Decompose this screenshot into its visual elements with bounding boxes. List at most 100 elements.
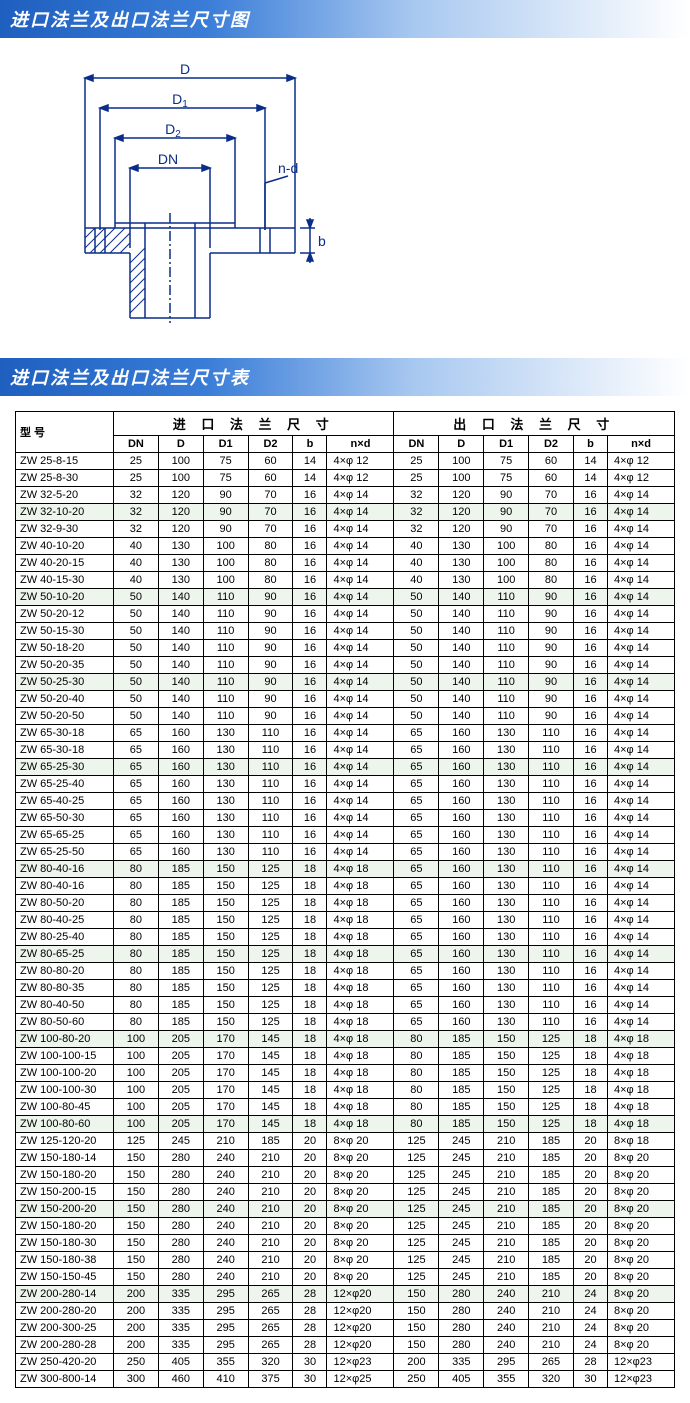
cell: 4×φ 14 (327, 725, 394, 742)
cell: 185 (439, 1048, 484, 1065)
cell: 65 (114, 725, 159, 742)
cell: 130 (484, 844, 529, 861)
cell: 18 (293, 963, 327, 980)
cell: 80 (114, 878, 159, 895)
cell: 18 (293, 1099, 327, 1116)
cell: 16 (573, 844, 607, 861)
cell: 16 (573, 793, 607, 810)
table-row: ZW 150-180-20150280240210208×φ 201252452… (16, 1218, 675, 1235)
cell: 160 (439, 776, 484, 793)
cell: 20 (293, 1201, 327, 1218)
cell: 150 (114, 1167, 159, 1184)
th-col: D (158, 436, 203, 453)
cell: 4×φ 14 (608, 606, 675, 623)
cell: 130 (439, 538, 484, 555)
cell: 185 (158, 980, 203, 997)
cell: 90 (203, 487, 248, 504)
cell: 160 (439, 912, 484, 929)
cell: 200 (114, 1337, 159, 1354)
table-row: ZW 80-50-6080185150125184×φ 186516013011… (16, 1014, 675, 1031)
cell: 60 (529, 470, 574, 487)
cell: 245 (439, 1218, 484, 1235)
cell: 20 (293, 1269, 327, 1286)
cell: 20 (293, 1167, 327, 1184)
cell: 210 (484, 1235, 529, 1252)
cell: 4×φ 14 (327, 504, 394, 521)
cell: 145 (248, 1048, 293, 1065)
cell: 130 (158, 555, 203, 572)
table-row: ZW 200-280-282003352952652812×φ201502802… (16, 1337, 675, 1354)
cell: 205 (158, 1048, 203, 1065)
cell: 16 (293, 487, 327, 504)
cell: 265 (529, 1354, 574, 1371)
cell: 18 (573, 1099, 607, 1116)
cell: 80 (248, 572, 293, 589)
cell: 185 (158, 912, 203, 929)
cell-model: ZW 100-80-45 (16, 1099, 114, 1116)
cell: 65 (114, 844, 159, 861)
cell: 8×φ 20 (327, 1218, 394, 1235)
cell: 4×φ 18 (327, 963, 394, 980)
cell-model: ZW 150-180-20 (16, 1218, 114, 1235)
cell: 4×φ 14 (327, 589, 394, 606)
cell: 16 (293, 657, 327, 674)
cell: 16 (293, 640, 327, 657)
svg-text:D1: D1 (172, 91, 188, 110)
cell: 16 (293, 572, 327, 589)
cell: 125 (248, 929, 293, 946)
cell-model: ZW 65-25-50 (16, 844, 114, 861)
cell: 110 (203, 657, 248, 674)
cell: 28 (293, 1320, 327, 1337)
cell: 18 (293, 1082, 327, 1099)
cell: 4×φ 14 (327, 844, 394, 861)
cell-model: ZW 150-200-20 (16, 1201, 114, 1218)
cell-model: ZW 80-25-40 (16, 929, 114, 946)
cell: 130 (203, 844, 248, 861)
cell: 125 (394, 1218, 439, 1235)
cell-model: ZW 32-9-30 (16, 521, 114, 538)
cell: 25 (394, 470, 439, 487)
cell: 160 (158, 776, 203, 793)
cell: 24 (573, 1303, 607, 1320)
cell: 280 (158, 1201, 203, 1218)
cell: 50 (394, 606, 439, 623)
cell: 205 (158, 1082, 203, 1099)
cell: 110 (484, 674, 529, 691)
cell: 4×φ 14 (327, 759, 394, 776)
cell-model: ZW 150-180-38 (16, 1252, 114, 1269)
cell: 4×φ 14 (608, 912, 675, 929)
cell: 8×φ 20 (608, 1218, 675, 1235)
cell-model: ZW 80-65-25 (16, 946, 114, 963)
cell: 8×φ 20 (327, 1252, 394, 1269)
cell: 295 (484, 1354, 529, 1371)
table-row: ZW 125-120-20125245210185208×φ 201252452… (16, 1133, 675, 1150)
cell: 16 (293, 844, 327, 861)
th-col: D (439, 436, 484, 453)
table-row: ZW 200-280-142003352952652812×φ201502802… (16, 1286, 675, 1303)
cell: 4×φ 14 (608, 623, 675, 640)
cell: 65 (114, 759, 159, 776)
cell: 100 (439, 470, 484, 487)
cell: 125 (114, 1133, 159, 1150)
cell: 32 (394, 487, 439, 504)
cell: 110 (203, 708, 248, 725)
table-row: ZW 80-50-2080185150125184×φ 186516013011… (16, 895, 675, 912)
cell: 8×φ 20 (327, 1269, 394, 1286)
cell: 50 (114, 708, 159, 725)
cell-model: ZW 100-80-60 (16, 1116, 114, 1133)
cell: 100 (203, 555, 248, 572)
cell: 25 (114, 470, 159, 487)
cell-model: ZW 65-25-40 (16, 776, 114, 793)
cell: 4×φ 14 (327, 776, 394, 793)
table-row: ZW 150-200-20150280240210208×φ 201252452… (16, 1201, 675, 1218)
cell: 265 (248, 1286, 293, 1303)
cell: 4×φ 14 (608, 878, 675, 895)
cell: 140 (439, 623, 484, 640)
cell-model: ZW 32-5-20 (16, 487, 114, 504)
th-col: D1 (203, 436, 248, 453)
cell: 16 (573, 810, 607, 827)
cell: 80 (529, 572, 574, 589)
cell-model: ZW 100-100-30 (16, 1082, 114, 1099)
cell: 185 (158, 997, 203, 1014)
cell: 110 (529, 963, 574, 980)
